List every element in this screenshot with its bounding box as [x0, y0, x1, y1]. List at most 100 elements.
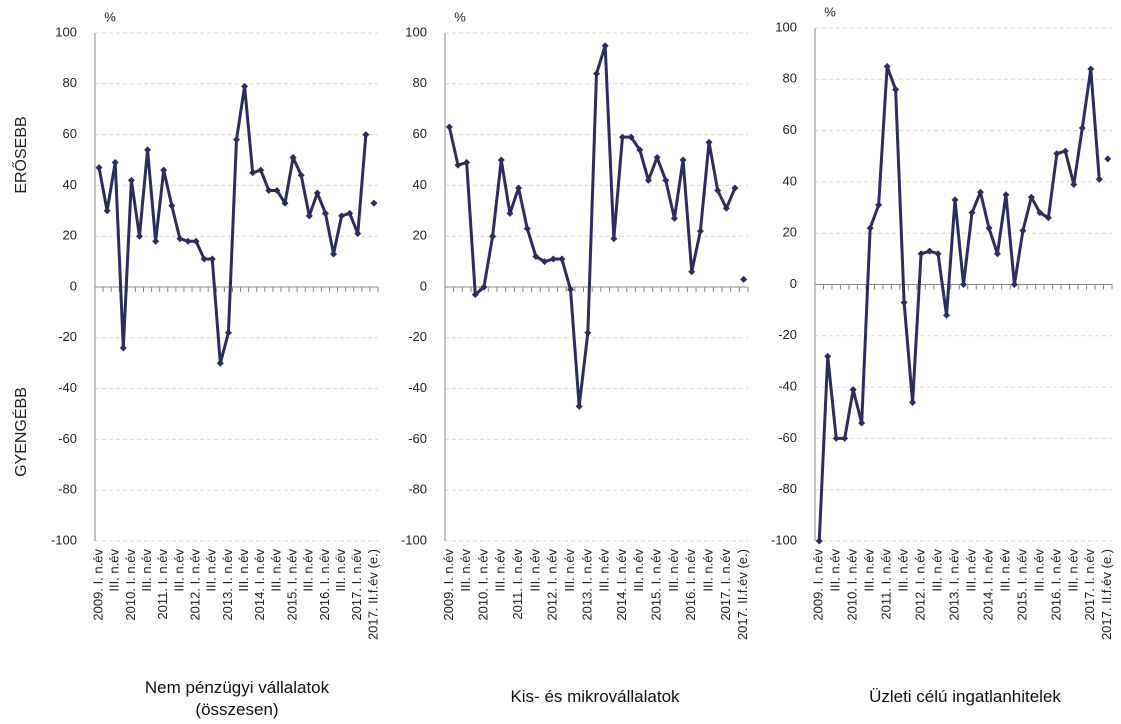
point-marker — [103, 207, 111, 215]
point-marker — [1104, 155, 1112, 163]
y-tick-label: -20 — [408, 329, 427, 344]
x-tick-label: 2009. I. n.év — [811, 549, 826, 621]
x-tick-label: 2013. I. n.év — [946, 549, 961, 621]
point-marker — [943, 311, 951, 319]
point-marker — [135, 232, 143, 240]
x-tick-label: 2013. I. n.év — [220, 549, 235, 621]
point-marker — [1010, 281, 1018, 288]
point-marker — [951, 196, 959, 204]
point-marker — [1036, 209, 1044, 217]
point-marker — [208, 255, 216, 263]
point-marker — [346, 209, 354, 217]
y-tick-label: -60 — [58, 431, 77, 446]
y-tick-label: -20 — [58, 329, 77, 344]
side-label: GYENGÉBB — [11, 387, 30, 477]
x-tick-label: 2014. I. n.év — [980, 549, 995, 621]
point-marker — [281, 199, 289, 207]
point-marker — [297, 171, 305, 179]
point-marker — [549, 255, 557, 263]
y-tick-label: 0 — [790, 276, 797, 291]
y-tick-label: 20 — [783, 225, 797, 240]
point-marker — [841, 434, 849, 442]
point-marker — [216, 359, 224, 367]
y-unit: % — [104, 9, 116, 24]
point-marker — [160, 166, 168, 174]
y-tick-label: 80 — [63, 75, 77, 90]
point-marker — [558, 255, 566, 263]
point-marker — [532, 253, 540, 261]
point-marker — [1027, 193, 1035, 201]
point-marker — [370, 199, 378, 207]
x-tick-label: 2011. I. n.év — [879, 549, 894, 620]
y-tick-label: -100 — [771, 532, 797, 547]
x-tick-label: III. n.év — [527, 549, 542, 592]
x-tick-label: 2017. I. n.év — [349, 549, 364, 621]
panel-title: Kis- és mikrovállalatok — [510, 687, 680, 706]
x-tick-label: 2014. I. n.év — [614, 549, 629, 621]
point-marker — [241, 82, 249, 90]
point-marker — [858, 419, 866, 427]
point-marker — [515, 184, 523, 192]
x-tick-label: 2016. I. n.év — [317, 549, 332, 621]
x-tick-label: 2015. I. n.év — [1014, 549, 1029, 621]
point-marker — [1070, 180, 1078, 188]
point-marker — [119, 344, 127, 352]
point-marker — [313, 189, 321, 197]
point-marker — [1061, 147, 1069, 155]
x-tick-label: III. n.év — [828, 549, 843, 592]
point-marker — [224, 329, 232, 337]
point-marker — [249, 169, 257, 177]
y-tick-label: -40 — [408, 380, 427, 395]
y-tick-label: 100 — [405, 24, 427, 39]
point-marker — [1095, 175, 1103, 183]
point-marker — [338, 212, 346, 220]
x-tick-label: III. n.év — [963, 549, 978, 592]
y-tick-label: -80 — [58, 482, 77, 497]
point-marker — [506, 209, 514, 217]
y-unit: % — [454, 9, 466, 24]
point-marker — [289, 153, 297, 161]
point-marker — [993, 250, 1001, 258]
point-marker — [960, 281, 967, 288]
point-marker — [636, 146, 644, 154]
x-tick-label: III. n.év — [666, 549, 681, 592]
y-tick-label: -40 — [58, 380, 77, 395]
side-label: ERŐSEBB — [11, 116, 30, 193]
point-marker — [662, 176, 670, 184]
point-marker — [192, 237, 200, 245]
y-unit: % — [824, 4, 836, 19]
x-tick-label: 2013. I. n.év — [579, 549, 594, 621]
y-tick-label: 40 — [413, 177, 427, 192]
point-marker — [714, 186, 722, 194]
point-marker — [1053, 150, 1061, 158]
point-marker — [679, 156, 687, 164]
point-marker — [593, 70, 600, 78]
y-tick-label: 80 — [413, 75, 427, 90]
x-tick-label: 2012. I. n.év — [913, 549, 928, 621]
point-marker — [445, 123, 453, 131]
point-marker — [463, 159, 471, 167]
point-marker — [1044, 214, 1052, 222]
point-marker — [567, 286, 575, 294]
point-marker — [934, 250, 942, 258]
point-marker — [688, 268, 696, 276]
point-marker — [917, 250, 925, 258]
point-marker — [824, 352, 832, 360]
point-marker — [731, 184, 739, 192]
point-marker — [875, 201, 883, 209]
x-tick-label: III. n.év — [236, 549, 251, 592]
point-marker — [1087, 65, 1095, 73]
point-marker — [233, 136, 240, 144]
point-marker — [705, 138, 713, 146]
point-marker — [111, 159, 119, 167]
point-marker — [1078, 124, 1086, 132]
x-tick-label: III. n.év — [333, 549, 348, 592]
point-marker — [575, 402, 583, 410]
point-marker — [523, 225, 531, 233]
panel-title: Nem pénzügyi vállalatok (összesen) — [144, 678, 330, 719]
point-marker — [849, 386, 857, 394]
y-tick-label: -60 — [408, 431, 427, 446]
x-tick-label: III. n.év — [458, 549, 473, 592]
